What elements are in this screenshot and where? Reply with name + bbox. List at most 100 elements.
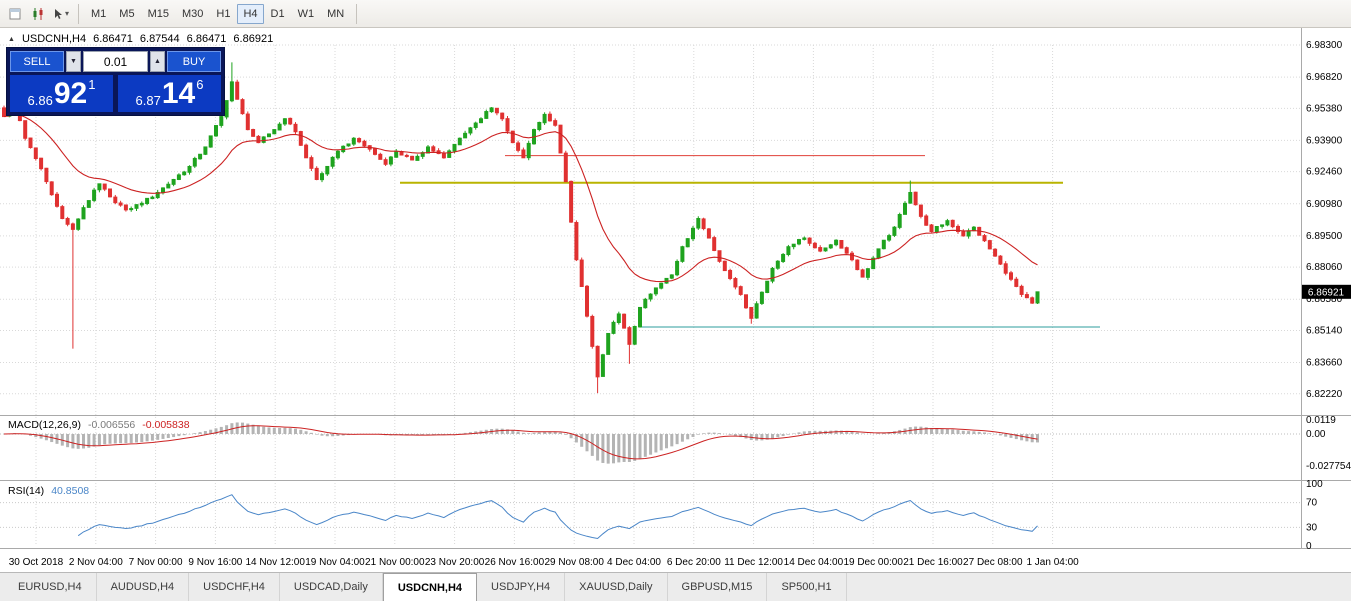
ohlc-low: 6.86471 [186,33,227,45]
svg-text:6.86580: 6.86580 [1306,294,1343,305]
svg-text:0.0119: 0.0119 [1306,415,1336,426]
svg-text:0.00: 0.00 [1306,429,1326,440]
buy-price-display[interactable]: 6.87 14 6 [118,75,221,112]
svg-text:6.85140: 6.85140 [1306,325,1343,336]
svg-text:29 Nov 08:00: 29 Nov 08:00 [544,557,604,568]
price-axis-labels: 6.98300 6.96820 6.95380 6.93900 6.92460 6.909… [1306,40,1343,400]
toolbar-separator [356,3,358,24]
svg-text:14 Dec 04:00: 14 Dec 04:00 [784,557,844,568]
macd-signal-value: -0.005838 [142,419,190,431]
chart-tab-EURUSD-H4[interactable]: EURUSD,H4 [4,573,97,601]
svg-text:14 Nov 12:00: 14 Nov 12:00 [245,557,305,568]
buy-price-pips: 14 [161,77,196,110]
horizontal-level-lines [400,155,1100,328]
svg-text:-0.027754: -0.027754 [1306,461,1351,472]
buy-price-prefix: 6.87 [135,93,161,108]
svg-text:7 Nov 00:00: 7 Nov 00:00 [129,557,183,568]
svg-text:6.96820: 6.96820 [1306,72,1343,83]
ohlc-high: 6.87544 [139,33,180,45]
svg-text:21 Nov 00:00: 21 Nov 00:00 [365,557,425,568]
timeframe-button-D1[interactable]: D1 [270,7,285,20]
ohlc-close: 6.86921 [233,33,274,45]
toolbar-separator [78,3,79,24]
sell-button[interactable]: SELL [10,51,64,72]
chart-tab-USDCAD-Daily[interactable]: USDCAD,Daily [280,573,383,601]
cursor-tool-dropdown[interactable]: ▾ [50,3,72,25]
chart-tab-AUDUSD-H4[interactable]: AUDUSD,H4 [97,573,190,601]
svg-text:21 Dec 16:00: 21 Dec 16:00 [903,557,963,568]
current-price-badge: 6.86921 [1302,284,1351,299]
svg-text:6.88060: 6.88060 [1306,262,1343,273]
svg-text:2 Nov 04:00: 2 Nov 04:00 [69,557,123,568]
rsi-indicator-label: RSI(14) 40.8508 [8,485,89,497]
svg-text:6.93900: 6.93900 [1306,135,1343,146]
indicator-axis-labels: 0.0119 0.00 -0.027754 100 70 30 0 [1306,415,1351,552]
timeframe-button-M30[interactable]: M30 [181,7,204,20]
volume-increase-button[interactable]: ▲ [150,51,165,72]
sell-price-display[interactable]: 6.86 92 1 [10,75,113,112]
chart-symbol-ohlc-label: ▲ USDCNH,H4 6.86471 6.87544 6.86471 6.86… [8,33,273,45]
svg-text:6.86921: 6.86921 [1308,287,1345,298]
one-click-trading-panel: SELL ▼ 0.01 ▲ BUY 6.86 92 1 6.87 14 6 [6,47,225,116]
svg-text:27 Dec 08:00: 27 Dec 08:00 [963,557,1023,568]
timeframe-button-H1[interactable]: H1 [216,7,231,20]
timeframe-button-M5[interactable]: M5 [119,7,135,20]
sell-price-point: 1 [88,77,96,92]
chart-tab-SP500-H1[interactable]: SP500,H1 [767,573,847,601]
svg-text:4 Dec 04:00: 4 Dec 04:00 [607,557,661,568]
timeframe-button-H4[interactable]: H4 [237,3,264,24]
rsi-line [77,494,1038,540]
svg-text:26 Nov 16:00: 26 Nov 16:00 [485,557,545,568]
timeframe-button-M15[interactable]: M15 [147,7,169,20]
svg-text:6.83660: 6.83660 [1306,358,1343,369]
chart-tab-GBPUSD-M15[interactable]: GBPUSD,M15 [668,573,768,601]
chart-tab-XAUUSD-Daily[interactable]: XAUUSD,Daily [565,573,668,601]
macd-name: MACD(12,26,9) [8,419,81,431]
macd-signal-line [3,425,1038,460]
time-axis-labels: 30 Oct 2018 2 Nov 04:00 7 Nov 00:00 9 Nov 1… [9,557,1079,568]
symbol-timeframe-label: USDCNH,H4 [21,33,87,45]
svg-text:11 Dec 12:00: 11 Dec 12:00 [724,557,783,568]
moving-average-line [3,113,1038,283]
svg-text:23 Nov 20:00: 23 Nov 20:00 [425,557,485,568]
buy-price-point: 6 [196,77,204,92]
macd-indicator-label: MACD(12,26,9) -0.006556 -0.005838 [8,419,190,431]
chart-tab-USDCHF-H4[interactable]: USDCHF,H4 [189,573,280,601]
svg-text:6 Dec 20:00: 6 Dec 20:00 [667,557,721,568]
svg-text:1 Jan 04:00: 1 Jan 04:00 [1026,557,1079,568]
chart-tab-USDJPY-H4[interactable]: USDJPY,H4 [477,573,566,601]
svg-text:6.98300: 6.98300 [1306,40,1343,51]
bottom-tabbar: EURUSD,H4 AUDUSD,H4 USDCHF,H4 USDCAD,Daily U… [0,572,1351,601]
window-icon [4,3,26,25]
collapse-triangle-icon[interactable]: ▲ [8,35,15,43]
chart-tab-USDCNH-H4[interactable]: USDCNH,H4 [382,573,478,601]
timeframe-button-M1[interactable]: M1 [91,7,107,20]
chart-area: 6.98300 6.96820 6.95380 6.93900 6.92460 6.909… [0,28,1351,572]
svg-text:6.95380: 6.95380 [1306,103,1343,114]
svg-text:9 Nov 16:00: 9 Nov 16:00 [188,557,242,568]
top-toolbar: ▾ M1 M5 M15 M30 H1 H4 D1 W1 MN [0,0,1351,28]
timeframe-button-W1[interactable]: W1 [297,7,315,20]
svg-text:70: 70 [1306,498,1318,509]
svg-text:19 Dec 00:00: 19 Dec 00:00 [843,557,903,568]
chevron-down-icon: ▾ [64,9,69,18]
sell-price-pips: 92 [53,77,88,110]
svg-text:6.90980: 6.90980 [1306,199,1343,210]
ohlc-open: 6.86471 [93,33,133,45]
candles-layer [2,62,1040,394]
svg-text:6.92460: 6.92460 [1306,167,1343,178]
macd-main-value: -0.006556 [87,419,136,431]
volume-decrease-button[interactable]: ▼ [66,51,81,72]
svg-text:30: 30 [1306,522,1318,533]
svg-text:6.82220: 6.82220 [1306,389,1343,400]
candlestick-chart-icon[interactable] [27,3,49,25]
timeframe-button-MN[interactable]: MN [327,7,345,20]
rsi-value: 40.8508 [51,485,90,497]
svg-text:100: 100 [1306,479,1323,490]
svg-text:6.89500: 6.89500 [1306,231,1343,242]
svg-text:30 Oct 2018: 30 Oct 2018 [9,557,64,568]
rsi-name: RSI(14) [8,485,45,497]
volume-input[interactable]: 0.01 [83,51,148,72]
svg-text:19 Nov 04:00: 19 Nov 04:00 [305,557,365,568]
buy-button[interactable]: BUY [167,51,221,72]
